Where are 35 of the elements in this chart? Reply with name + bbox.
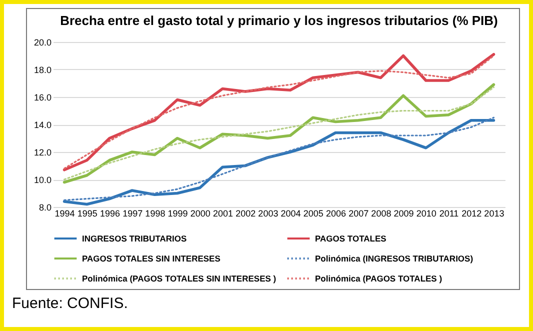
x-tick-label: 1998 [145,208,166,218]
x-tick-label: 2006 [326,208,346,218]
x-tick-label: 2009 [394,208,414,218]
y-tick-label: 8.0 [38,202,52,212]
y-tick-label: 12.0 [34,148,52,158]
x-tick-label: 1999 [168,208,188,218]
x-tick-label: 2012 [462,208,482,218]
x-tick-label: 2000 [190,208,210,218]
legend-label: INGRESOS TRIBUTARIOS [82,234,188,244]
x-tick-label: 1995 [77,208,98,218]
x-tick-label: 2005 [303,208,324,218]
x-tick-label: 2001 [212,208,234,218]
x-tick-label: 2010 [416,208,436,218]
legend-label: Polinómica (PAGOS TOTALES ) [315,274,442,284]
legend-label: PAGOS TOTALES [315,234,387,244]
x-tick-label: 2008 [371,208,392,218]
x-tick-label: 2013 [484,208,504,218]
chart-title: Brecha entre el gasto total y primario y los ingresos tributarios (% PIB) [60,13,498,28]
legend-label: PAGOS TOTALES SIN INTERESES [82,254,221,264]
x-tick-label: 2004 [280,208,301,218]
source-note: Fuente: CONFIS. [12,295,128,312]
y-tick-label: 10.0 [34,175,52,185]
x-tick-label: 2011 [439,208,459,218]
x-tick-label: 2002 [236,208,256,218]
x-tick-label: 2003 [258,208,278,218]
y-tick-label: 20.0 [34,38,52,48]
y-tick-label: 14.0 [34,120,52,130]
x-tick-label: 1997 [122,208,143,218]
x-tick-label: 2007 [348,208,369,218]
y-tick-label: 18.0 [34,65,52,75]
legend-label: Polinómica (PAGOS TOTALES SIN INTERESES ) [82,274,276,284]
x-tick-label: 1996 [100,208,120,218]
y-tick-label: 16.0 [34,92,52,102]
legend-label: Polinómica (INGRESOS TRIBUTARIOS) [315,254,474,264]
x-tick-label: 1994 [54,208,75,218]
